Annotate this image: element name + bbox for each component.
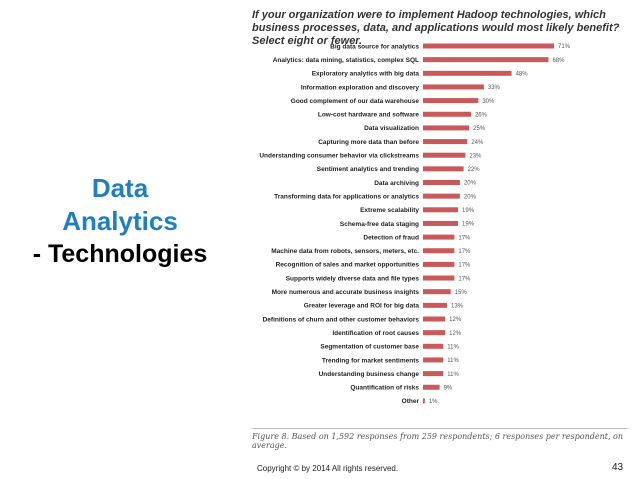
value-label: 1% — [429, 399, 438, 405]
bar — [423, 289, 451, 295]
page-number: 43 — [612, 462, 624, 473]
category-label: Machine data from robots, sensors, meter… — [271, 248, 419, 255]
value-label: 9% — [444, 385, 453, 391]
category-label: Recognition of sales and market opportun… — [276, 262, 420, 269]
bar — [423, 302, 447, 308]
category-label: More numerous and accurate business insi… — [272, 289, 420, 296]
bar — [423, 166, 464, 172]
value-label: 11% — [447, 358, 459, 364]
value-label: 33% — [488, 85, 501, 91]
category-label: Understanding business change — [319, 371, 420, 378]
bar — [423, 248, 455, 254]
bar — [423, 234, 455, 240]
bar — [423, 139, 468, 145]
category-label: Transforming data for applications or an… — [274, 193, 419, 200]
value-label: 17% — [458, 249, 471, 255]
bar-chart: Big data source for analytics 71% Analytic… — [259, 43, 571, 405]
bar — [423, 57, 549, 63]
bar — [423, 371, 444, 377]
slide-title-line-2: Analytics — [62, 206, 178, 236]
value-label: 22% — [468, 167, 481, 173]
bar — [423, 330, 446, 336]
copyright-footer: Copyright © by 2014 All rights reserved. — [257, 464, 399, 473]
slide-title: Data Analytics - Technologies — [0, 172, 240, 271]
bar — [423, 70, 512, 76]
bar — [423, 180, 460, 185]
category-label: Schema-free data staging — [340, 221, 419, 228]
bar — [423, 384, 440, 390]
value-label: 19% — [462, 222, 475, 228]
category-label: Exploratory analytics with big data — [312, 71, 420, 78]
category-label: Trending for market sentiments — [322, 357, 420, 364]
bar — [423, 43, 554, 49]
category-label: Supports widely diverse data and file ty… — [286, 275, 420, 282]
value-label: 71% — [558, 44, 571, 50]
category-label: Capturing more data than before — [318, 139, 419, 146]
value-label: 11% — [447, 345, 459, 351]
chart-title: If your organization were to implement H… — [252, 9, 620, 47]
bar — [423, 220, 459, 226]
category-label: Good complement of our data warehouse — [291, 98, 420, 105]
category-label: Understanding consumer behavior via clic… — [259, 153, 419, 160]
category-label: Low-cost hardware and software — [318, 112, 420, 119]
category-label: Detection of fraud — [363, 234, 419, 241]
category-label: Data archiving — [374, 180, 419, 187]
value-label: 26% — [475, 112, 488, 118]
bar — [423, 275, 455, 281]
value-label: 15% — [455, 290, 468, 296]
value-label: 20% — [464, 194, 477, 200]
value-label: 19% — [462, 208, 475, 214]
category-label: Segmentation of customer base — [320, 344, 419, 351]
bar — [423, 84, 484, 90]
value-label: 12% — [449, 331, 462, 337]
value-label: 17% — [458, 235, 471, 241]
category-label: Definitions of churn and other customer … — [263, 316, 420, 323]
category-label: Information exploration and discovery — [301, 84, 419, 91]
bar — [423, 261, 455, 267]
bar — [423, 316, 446, 322]
value-label: 13% — [451, 304, 464, 310]
caption-divider — [252, 428, 628, 429]
value-label: 17% — [458, 263, 471, 269]
value-label: 68% — [552, 58, 565, 64]
value-label: 12% — [449, 317, 462, 323]
slide-title-line-1: Data — [91, 173, 149, 203]
value-label: 48% — [516, 72, 529, 78]
value-label: 23% — [469, 153, 482, 159]
bar — [423, 398, 425, 404]
bar — [423, 152, 466, 158]
slide-title-line-3: - Technologies — [32, 240, 208, 268]
value-label: 20% — [464, 181, 477, 187]
value-label: 24% — [471, 140, 484, 146]
category-label: Data visualization — [364, 125, 419, 132]
bar — [423, 125, 470, 131]
value-label: 25% — [473, 126, 486, 132]
bar — [423, 193, 460, 199]
bar — [423, 98, 479, 104]
bar — [423, 357, 444, 363]
category-label: Identification of root causes — [332, 330, 419, 337]
category-label: Quantification of risks — [350, 385, 419, 392]
bar — [423, 207, 459, 213]
category-label: Sentiment analytics and trending — [317, 166, 419, 173]
bar — [423, 343, 444, 349]
value-label: 30% — [482, 99, 495, 105]
category-label: Other — [402, 398, 420, 405]
category-label: Greater leverage and ROI for big data — [304, 303, 420, 310]
category-label: Big data source for analytics — [330, 43, 419, 50]
value-label: 17% — [458, 276, 471, 282]
chart-caption: Figure 8. Based on 1,592 responses from … — [252, 432, 624, 450]
category-label: Analytics: data mining, statistics, comp… — [273, 57, 419, 64]
bar — [423, 111, 471, 117]
value-label: 11% — [447, 372, 459, 378]
category-label: Extreme scalability — [360, 207, 419, 214]
